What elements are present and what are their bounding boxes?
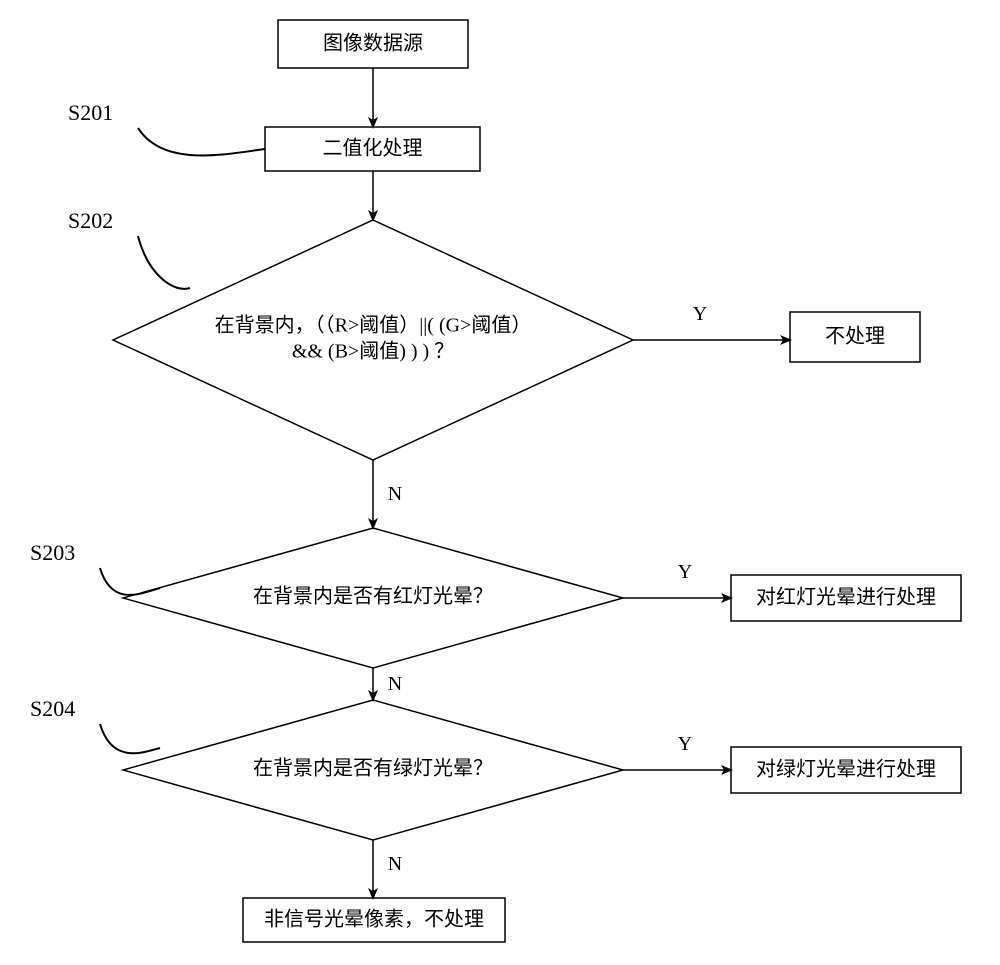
edge-label-n6-n7: Y <box>678 733 692 755</box>
node-n0-text: 图像数据源 <box>323 32 423 55</box>
step-label-S203: S203 <box>30 540 75 565</box>
node-n2-text-0: 在背景内，（（R>阈值）||( (G>阈值） <box>215 314 532 337</box>
node-n4-text-0: 在背景内是否有红灯光晕？ <box>253 585 493 608</box>
step-label-S201: S201 <box>68 100 113 125</box>
step-label-S202: S202 <box>68 208 113 233</box>
node-n5-text: 对红灯光晕进行处理 <box>756 586 936 609</box>
node-n2-text-1: && (B>阈值) ) ) ？ <box>292 340 454 363</box>
callout-S203 <box>100 568 160 595</box>
callout-S201 <box>138 128 265 155</box>
callout-S202 <box>138 236 190 289</box>
node-n7-text: 对绿灯光晕进行处理 <box>756 758 936 781</box>
step-label-S204: S204 <box>30 696 75 721</box>
node-n1-text: 二值化处理 <box>323 137 423 160</box>
edge-label-n4-n5: Y <box>678 561 692 583</box>
edge-label-n2-n3: Y <box>693 303 707 325</box>
edge-label-n4-n6: N <box>388 673 402 695</box>
edge-label-n6-n8: N <box>388 853 402 875</box>
edge-label-n2-n4: N <box>388 483 402 505</box>
callout-S204 <box>100 724 160 753</box>
flowchart-canvas: 图像数据源二值化处理在背景内，（（R>阈值）||( (G>阈值） && (B>阈值… <box>0 0 1000 965</box>
node-n3-text: 不处理 <box>825 325 885 348</box>
node-n8-text: 非信号光晕像素，不处理 <box>264 908 484 931</box>
node-n6-text-0: 在背景内是否有绿灯光晕？ <box>253 757 493 780</box>
